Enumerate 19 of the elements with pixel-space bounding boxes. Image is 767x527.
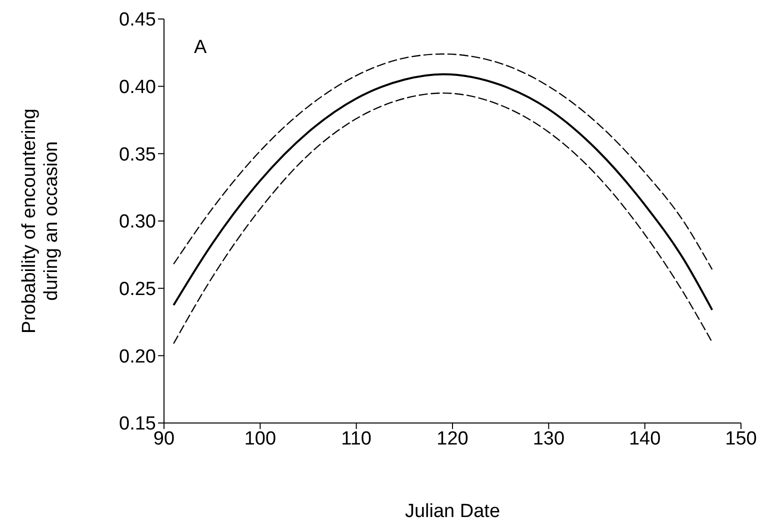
x-tick-label: 100: [244, 428, 276, 450]
x-tick-label: 140: [628, 428, 661, 450]
y-axis-title: Probability of encountering during an occasion: [19, 108, 62, 334]
y-tick-label: 0.30: [119, 212, 156, 233]
y-tick-label: 0.45: [119, 10, 156, 31]
y-tick-label: 0.20: [119, 346, 156, 368]
x-tick-label: 150: [725, 428, 757, 450]
line-series: [173, 92, 713, 344]
x-tick-label: 130: [532, 428, 565, 450]
y-tick-label: 0.25: [119, 279, 156, 300]
panel-letter: A: [194, 38, 207, 57]
line-series: [173, 53, 713, 270]
x-tick-label: 120: [436, 428, 468, 450]
x-axis-title: Julian Date: [404, 501, 500, 522]
x-tick-label: 90: [153, 428, 175, 450]
line-series: [172, 73, 714, 311]
y-tick-label: 0.35: [119, 144, 156, 166]
y-tick-label: 0.40: [119, 77, 156, 98]
x-tick-label: 110: [341, 428, 372, 450]
